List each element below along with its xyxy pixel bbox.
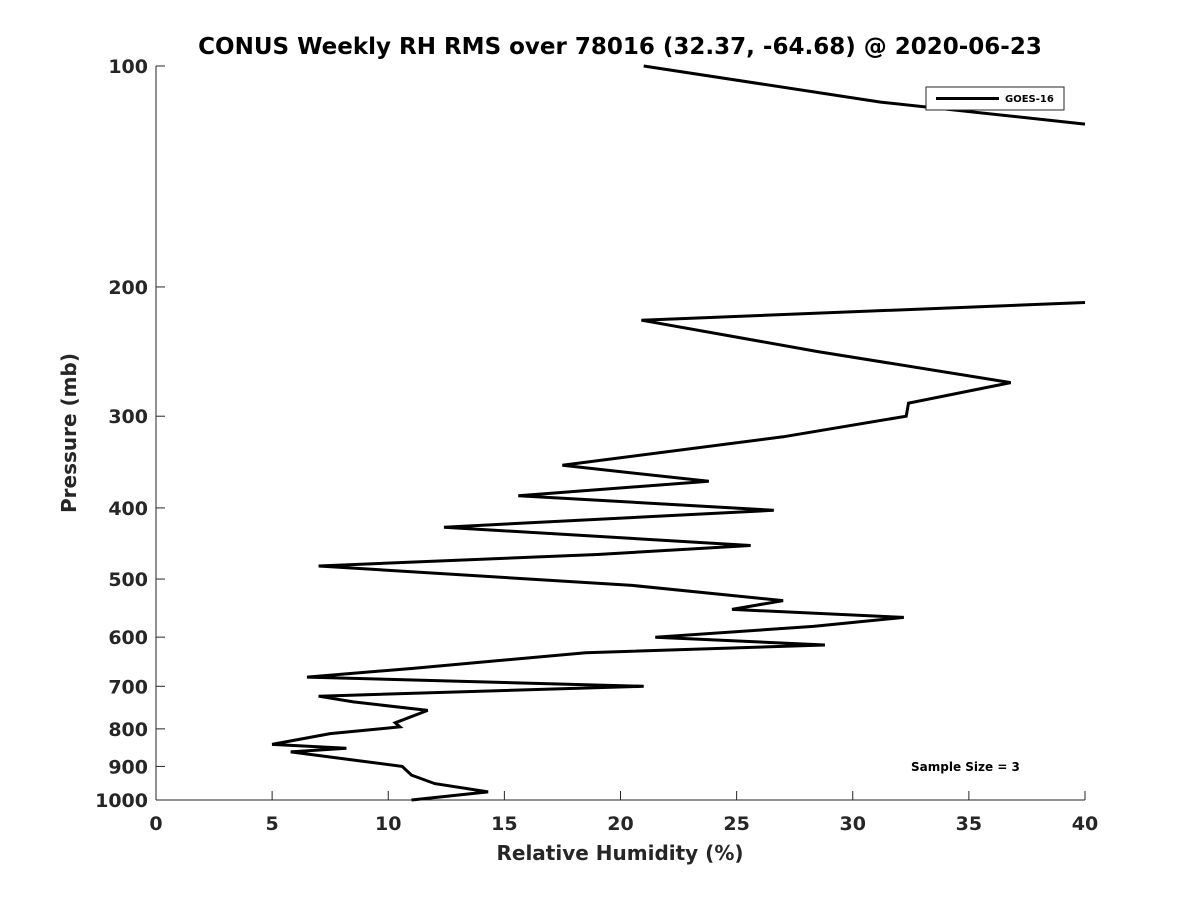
y-axis-label: Pressure (mb) <box>57 353 81 513</box>
legend: GOES-16 <box>925 86 1065 111</box>
y-tick-label: 1000 <box>95 790 148 812</box>
x-tick-label: 0 <box>149 813 162 835</box>
y-tick-label: 800 <box>108 719 148 741</box>
x-axis-label: Relative Humidity (%) <box>496 841 743 865</box>
x-tick-label: 20 <box>607 813 633 835</box>
x-tick-label: 35 <box>956 813 982 835</box>
y-tick-label: 700 <box>108 676 148 698</box>
sample-size-annotation: Sample Size = 3 <box>911 760 1020 774</box>
y-tick-label: 400 <box>108 498 148 520</box>
series-layer <box>271 64 1086 802</box>
legend-label: GOES-16 <box>1005 94 1054 105</box>
x-ticks: 0 5 10 15 20 25 30 35 40 <box>149 791 1098 835</box>
series-line-goes16-upper <box>643 64 1086 126</box>
y-tick-label: 100 <box>108 56 148 78</box>
y-tick-label: 500 <box>108 569 148 591</box>
y-ticks: 100 200 300 400 500 600 700 800 900 1000 <box>95 56 165 812</box>
x-tick-label: 30 <box>840 813 866 835</box>
x-tick-label: 5 <box>266 813 279 835</box>
chart-title: CONUS Weekly RH RMS over 78016 (32.37, -… <box>198 34 1042 60</box>
x-tick-label: 10 <box>375 813 401 835</box>
y-tick-label: 600 <box>108 627 148 649</box>
y-tick-label: 900 <box>108 756 148 778</box>
x-tick-label: 25 <box>723 813 749 835</box>
y-tick-label: 200 <box>108 277 148 299</box>
series-line-goes16 <box>271 301 1086 802</box>
y-tick-label: 300 <box>108 406 148 428</box>
x-tick-label: 40 <box>1072 813 1098 835</box>
x-tick-label: 15 <box>491 813 517 835</box>
